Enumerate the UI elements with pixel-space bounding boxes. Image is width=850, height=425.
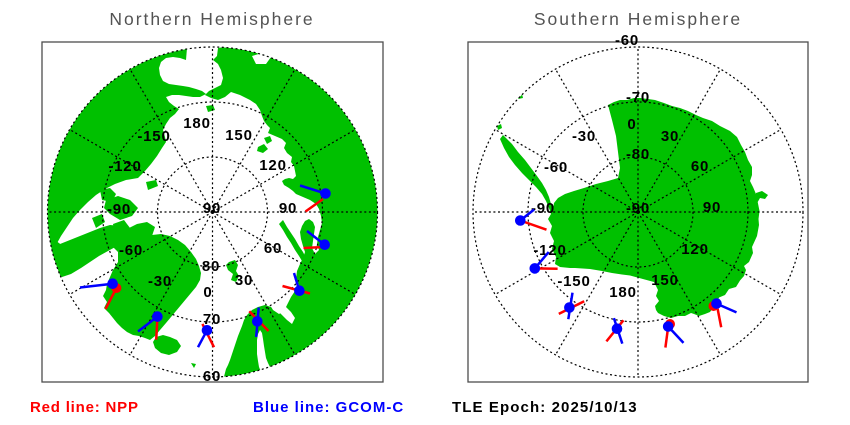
- svg-text:150: 150: [225, 127, 252, 144]
- svg-text:180: 180: [609, 284, 636, 301]
- svg-text:0: 0: [203, 284, 212, 301]
- svg-text:-30: -30: [148, 273, 172, 290]
- svg-text:0: 0: [627, 116, 636, 133]
- svg-text:70: 70: [203, 311, 221, 328]
- svg-text:120: 120: [259, 157, 286, 174]
- svg-text:30: 30: [235, 272, 253, 289]
- svg-text:-150: -150: [557, 273, 590, 290]
- svg-text:180: 180: [183, 115, 210, 132]
- svg-text:-30: -30: [572, 128, 596, 145]
- svg-text:-120: -120: [108, 158, 141, 175]
- svg-text:Red line: NPP: Red line: NPP: [30, 399, 139, 416]
- svg-text:90: 90: [279, 200, 297, 217]
- svg-text:30: 30: [661, 128, 679, 145]
- svg-text:90: 90: [703, 199, 721, 216]
- svg-text:TLE Epoch: 2025/10/13: TLE Epoch: 2025/10/13: [452, 399, 638, 416]
- svg-text:-70: -70: [626, 89, 650, 106]
- svg-text:-60: -60: [119, 242, 143, 259]
- svg-text:-90: -90: [107, 201, 131, 218]
- svg-text:90: 90: [203, 200, 221, 217]
- svg-text:Southern Hemisphere: Southern Hemisphere: [534, 9, 742, 29]
- svg-text:-120: -120: [533, 242, 566, 259]
- svg-text:-150: -150: [137, 128, 170, 145]
- svg-text:-60: -60: [615, 32, 639, 49]
- svg-text:Blue line: GCOM-C: Blue line: GCOM-C: [253, 399, 404, 416]
- svg-text:60: 60: [691, 158, 709, 175]
- svg-text:-90: -90: [626, 200, 650, 217]
- svg-text:60: 60: [264, 240, 282, 257]
- svg-text:120: 120: [681, 241, 708, 258]
- svg-text:60: 60: [203, 368, 221, 385]
- svg-text:80: 80: [202, 258, 220, 275]
- svg-text:-60: -60: [544, 159, 568, 176]
- svg-text:150: 150: [651, 272, 678, 289]
- svg-text:-90: -90: [531, 200, 555, 217]
- svg-text:Northern Hemisphere: Northern Hemisphere: [109, 9, 314, 29]
- svg-text:-80: -80: [626, 146, 650, 163]
